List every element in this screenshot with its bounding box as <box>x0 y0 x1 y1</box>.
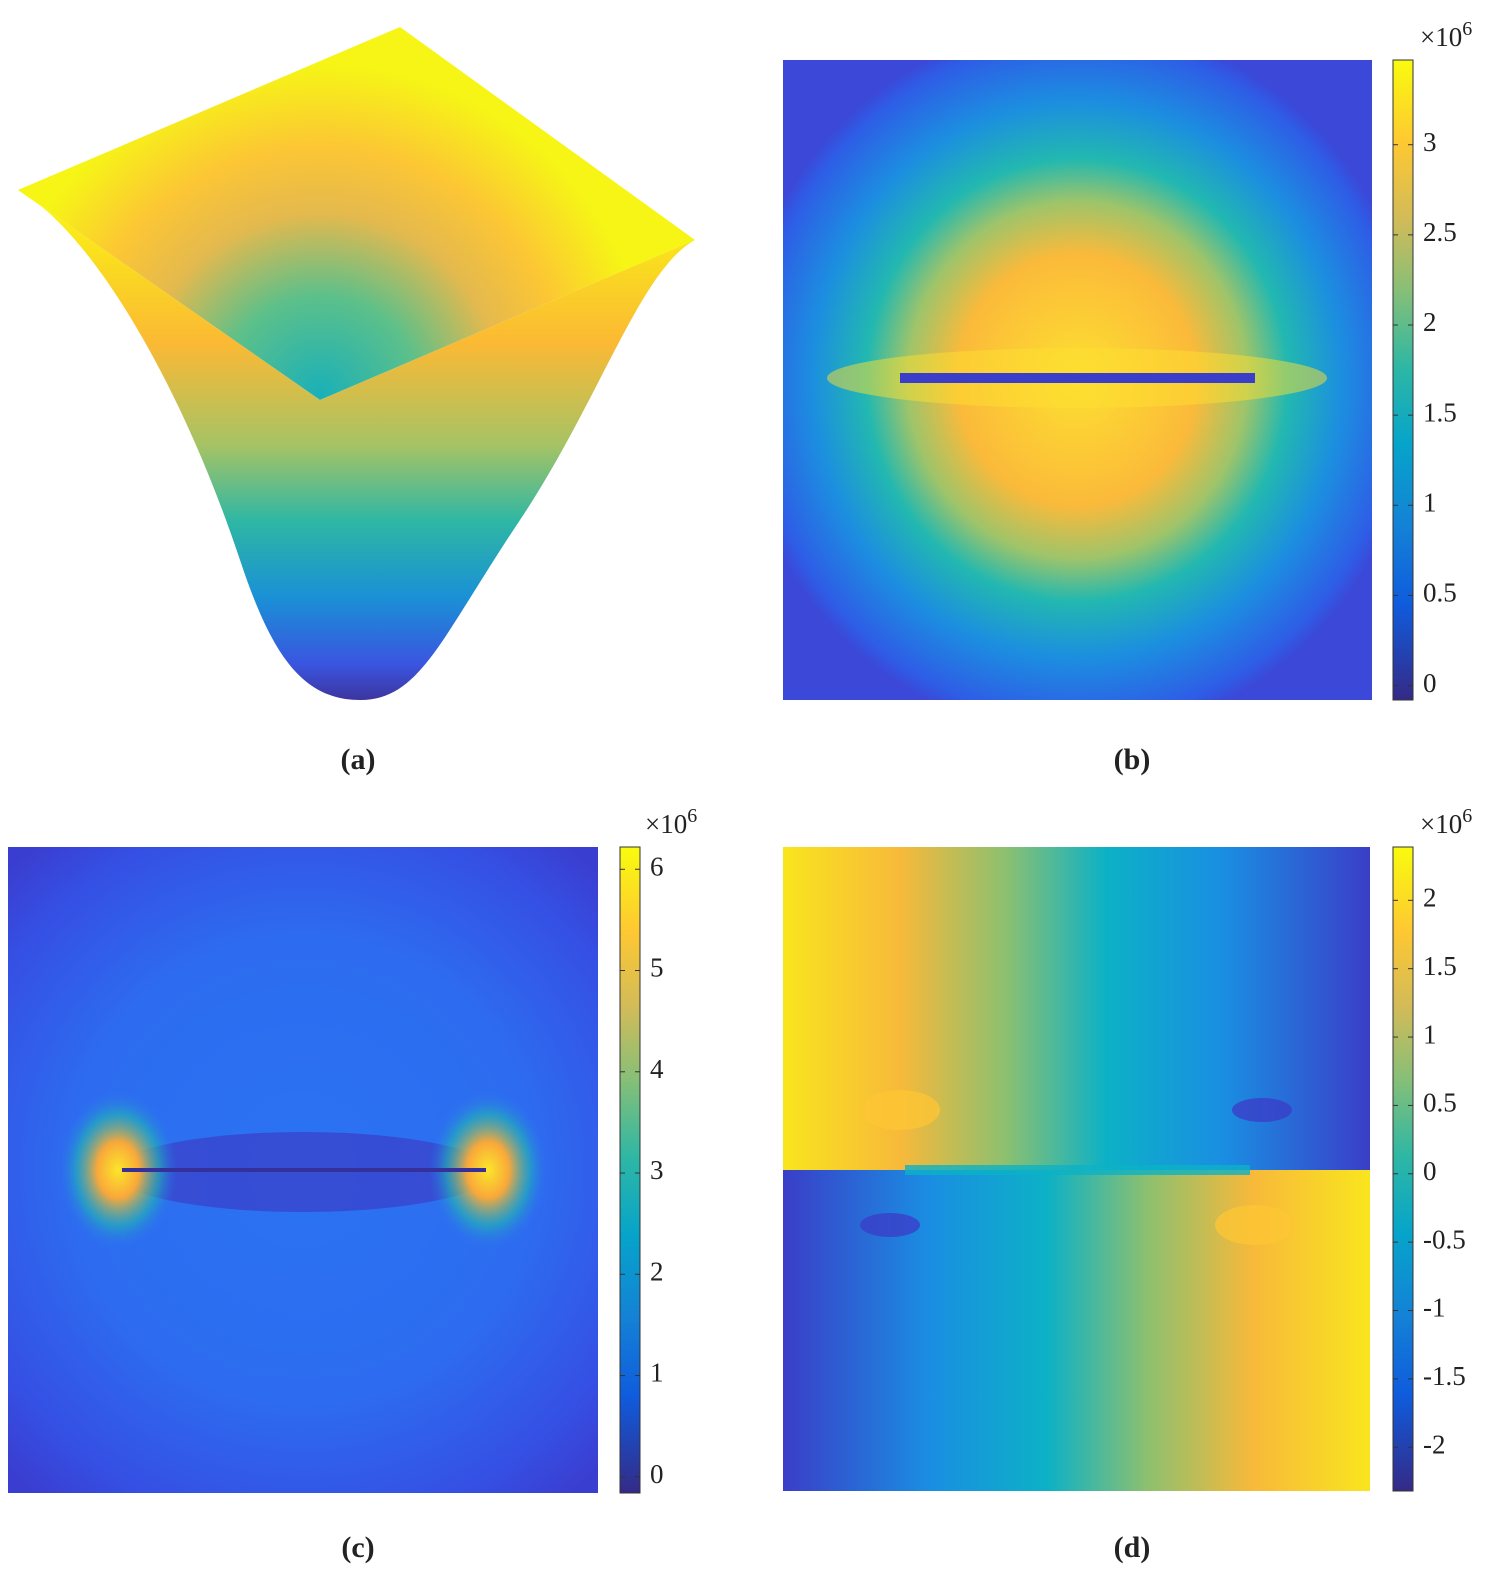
multiplier-exponent: 6 <box>1462 805 1472 827</box>
colorbar-tick-label: 1 <box>1423 1019 1437 1049</box>
multiplier-base: ×10 <box>645 809 687 839</box>
colorbar-tick-label: 0 <box>1423 668 1437 698</box>
multiplier-exponent: 6 <box>1462 18 1472 40</box>
panel-label: (d) <box>1114 1531 1151 1564</box>
colorbar-tick-label: -1.5 <box>1423 1361 1466 1391</box>
colorbar-tick-label: 5 <box>650 953 664 983</box>
colorbar-multiplier: ×106 <box>645 805 697 840</box>
multiplier-base: ×10 <box>1420 809 1462 839</box>
colorbar-tick-label: -1 <box>1423 1293 1446 1323</box>
surface-top <box>18 27 695 400</box>
panel-label: (c) <box>341 1531 374 1564</box>
colorbar-tick-label: 2 <box>650 1256 664 1286</box>
colorbar-multiplier: ×106 <box>1420 18 1472 53</box>
colorbar-tick-label: 1 <box>1423 487 1437 517</box>
multiplier-exponent: 6 <box>687 805 697 827</box>
colorbar-tick-label: 2 <box>1423 307 1437 337</box>
colorbar <box>1392 846 1414 1492</box>
crack <box>905 1165 1250 1175</box>
hot-spot <box>860 1090 940 1130</box>
colorbar-tick-label: 0.5 <box>1423 1088 1457 1118</box>
panel-label: (b) <box>1114 743 1151 776</box>
crack <box>122 1168 486 1172</box>
colorbar-tick-label: 2 <box>1423 883 1437 913</box>
colorbar-tick-label: -0.5 <box>1423 1224 1466 1254</box>
multiplier-base: ×10 <box>1420 22 1462 52</box>
colorbar-tick-label: 3 <box>650 1155 664 1185</box>
colorbar-tick-label: 1 <box>650 1358 664 1388</box>
colorbar-tick-label: 6 <box>650 851 664 881</box>
colorbar-tick-label: 0 <box>1423 1156 1437 1186</box>
cold-spot <box>860 1213 920 1237</box>
colorbar <box>1392 59 1414 701</box>
colorbar-tick-label: 0 <box>650 1459 664 1489</box>
colorbar-tick-label: 4 <box>650 1054 664 1084</box>
colorbar-tick-label: 3 <box>1423 127 1437 157</box>
colorbar-tick-label: 1.5 <box>1423 397 1457 427</box>
colorbar-multiplier: ×106 <box>1420 805 1472 840</box>
panel-label: (a) <box>341 743 376 776</box>
colorbar-tick-label: 2.5 <box>1423 217 1457 247</box>
colorbar-tick-label: 1.5 <box>1423 951 1457 981</box>
hot-spot <box>1215 1205 1295 1245</box>
hot-spot <box>58 1090 178 1250</box>
crack <box>900 373 1255 383</box>
surface-front <box>18 190 695 700</box>
colorbar-tick-label: 0.5 <box>1423 578 1457 608</box>
colorbar-tick-label: -2 <box>1423 1429 1446 1459</box>
cold-spot <box>1232 1098 1292 1122</box>
hot-spot <box>428 1090 548 1250</box>
colorbar <box>619 846 641 1494</box>
